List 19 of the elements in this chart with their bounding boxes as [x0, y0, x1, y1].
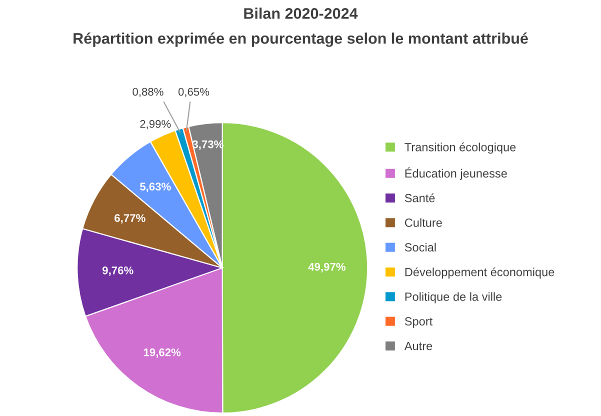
chart-subtitle: Répartition exprimée en pourcentage selon le montant attribué	[74, 32, 528, 47]
chart-title: Bilan 2020-2024	[244, 8, 358, 19]
legend-label: Social	[404, 242, 436, 252]
legend-label: Éducation jeunesse	[405, 167, 507, 180]
data-label: 6,77%	[114, 214, 146, 224]
legend-label: Développement économique	[405, 267, 554, 279]
legend-label: Santé	[404, 193, 435, 202]
data-label: 5,63%	[140, 182, 171, 192]
legend-label: Transition écologique	[404, 142, 516, 154]
data-label: 9,76%	[102, 266, 134, 276]
data-label: 2,99%	[140, 120, 171, 130]
data-label: 0,88%	[132, 88, 164, 98]
data-label: 19,62%	[144, 348, 181, 358]
legend-label: Sport	[404, 317, 433, 328]
data-label: 0,65%	[178, 88, 210, 98]
legend-label: Culture	[404, 218, 442, 227]
legend-label: Politique de la ville	[405, 292, 502, 304]
data-label: 49,97%	[308, 262, 346, 272]
legend-label: Autre	[404, 342, 432, 350]
